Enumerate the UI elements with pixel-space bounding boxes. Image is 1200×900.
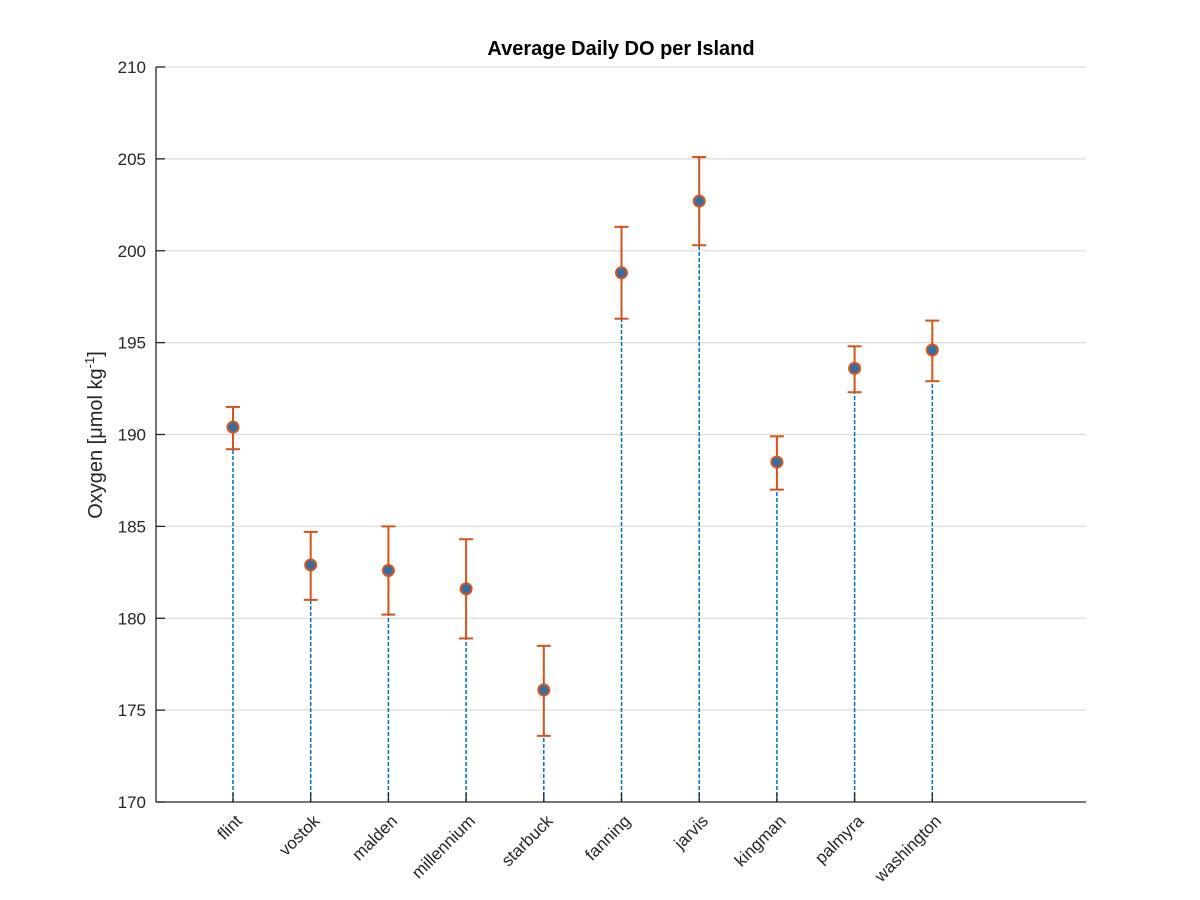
x-tick-label: millennium [408,811,479,882]
data-point [692,194,706,208]
data-point [770,455,784,469]
chart-title: Average Daily DO per Island [487,38,754,60]
x-tick-label: flint [214,811,246,843]
y-tick-label: 205 [118,150,146,169]
y-axis-label: Oxygen [μmol kg-1] [82,351,107,519]
y-tick-label: 195 [118,334,146,353]
data-point [226,420,240,434]
y-tick-label: 190 [118,426,146,445]
data-point [304,558,318,572]
y-tick-label: 185 [118,517,146,536]
x-tick-label: fanning [581,811,634,864]
axes [155,66,1086,803]
data-point [537,683,551,697]
x-tick-label: malden [348,811,401,864]
y-tick-label: 200 [118,242,146,261]
y-axis-label-suffix: ] [85,351,107,357]
x-tick-label: kingman [731,811,790,870]
data-point [381,563,395,577]
x-tick-label: palmyra [811,811,868,868]
data-point [459,582,473,596]
x-tick-label: washington [870,811,945,886]
y-axis-label-superscript: -1 [82,357,97,369]
stem-lines [232,201,934,802]
y-tick-label: 180 [118,609,146,628]
y-axis-label-main: Oxygen [μmol kg [85,368,107,518]
x-tick-labels: flint vostok malden millennium starbuck fanni… [214,811,945,886]
x-tick-label: vostok [275,811,324,860]
data-point [615,266,628,280]
x-tick-label: starbuck [498,811,557,870]
x-tick-label: jarvis [670,811,712,853]
data-points [226,194,939,697]
y-tick-label: 170 [118,793,146,812]
y-tick-label: 175 [118,701,146,720]
y-tick-label: 210 [118,58,146,77]
data-point [848,361,862,375]
error-bars [226,156,940,737]
y-tick-labels: 170 175 180 185 190 195 200 205 210 [118,58,146,812]
data-point [925,343,939,357]
